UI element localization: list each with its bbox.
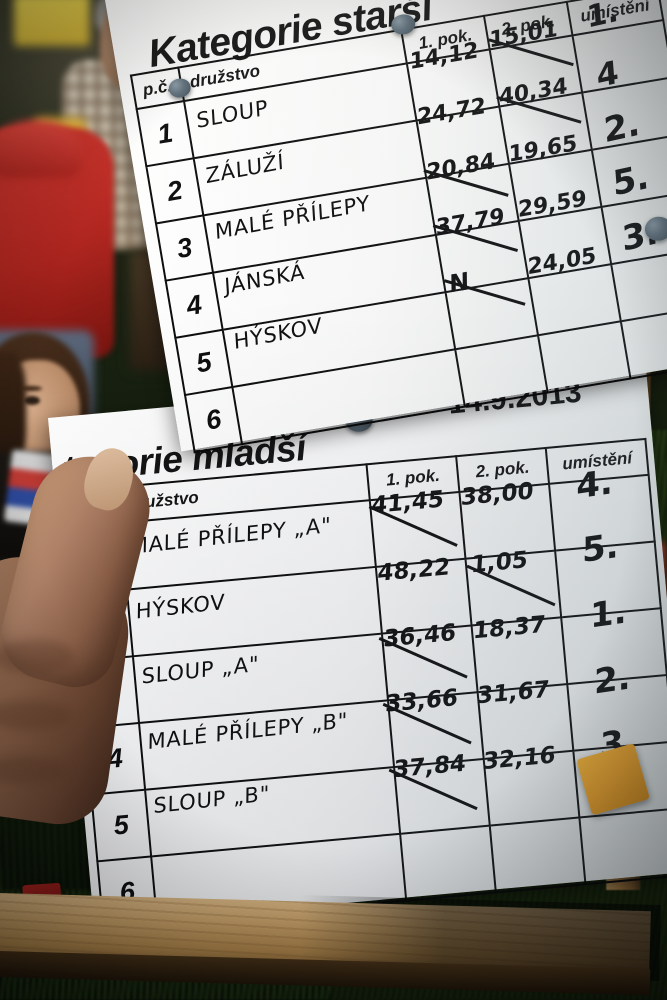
handwritten-place: 5. xyxy=(582,525,619,572)
cell-pok1 xyxy=(455,335,548,407)
cell-place xyxy=(579,808,667,885)
yellow-sign-blur xyxy=(14,0,90,46)
handwritten-pok2: 1,05 xyxy=(470,546,529,579)
red-hood xyxy=(0,120,82,178)
knuckle-crease xyxy=(0,756,66,784)
child-eye xyxy=(24,396,40,405)
results-table-starsi: p.č. družstvo 1. pok. 2. pok. umístění 1… xyxy=(130,0,667,453)
cell-pok2 xyxy=(538,321,631,393)
cell-pok1 xyxy=(400,825,496,901)
result-sheet-starsi: Kategorie starší 14.9.2013 p.č. družstvo… xyxy=(103,0,667,453)
handwritten-place: 2. xyxy=(594,657,631,703)
cell-pok2 xyxy=(489,817,586,893)
child-eyebrow xyxy=(20,386,42,391)
handwritten-place: 5. xyxy=(611,156,651,205)
result-sheet-mladsi: tegorie mladší 14.9.2013 p.č. družstvo 1… xyxy=(48,363,667,929)
handwritten-place: 4. xyxy=(576,462,613,508)
knuckle-crease xyxy=(0,640,74,674)
handwritten-place: 2. xyxy=(602,103,642,152)
handwritten-place: 4 xyxy=(595,52,621,96)
knuckle-crease xyxy=(0,700,72,730)
handwritten-place: 1. xyxy=(590,591,627,637)
